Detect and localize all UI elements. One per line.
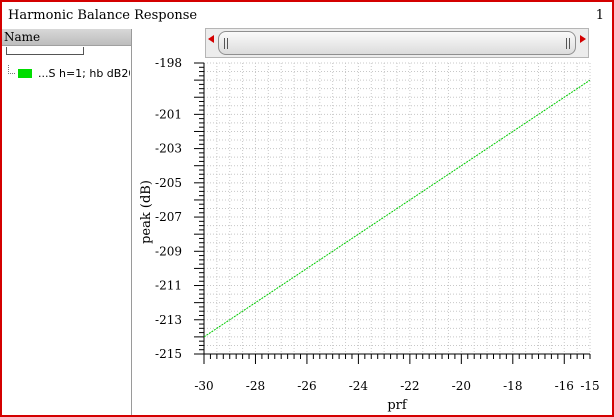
x-tick-label: -20	[452, 379, 471, 393]
x-tick-label: -15	[580, 379, 599, 393]
tree-connector-icon	[8, 65, 15, 74]
grip-right-icon	[569, 38, 570, 49]
scroll-right-arrow-icon[interactable]	[580, 35, 586, 43]
series-line	[203, 79, 591, 338]
y-tick-label: -215	[155, 347, 182, 361]
axes	[194, 62, 591, 364]
grid	[203, 62, 591, 355]
tick-labels: -30 -28 -26 -24 -22 -20 -18 -16 -15 -198 -201 -203 -…	[155, 56, 600, 393]
x-tick-label: -22	[400, 379, 419, 393]
horizontal-scrollbar[interactable]	[205, 28, 589, 58]
y-tick-label: -213	[155, 313, 182, 327]
y-tick-label: -211	[155, 279, 182, 293]
x-tick-label: -26	[297, 379, 316, 393]
x-axis-title: prf	[387, 398, 408, 413]
x-tick-label: -24	[349, 379, 369, 393]
y-tick-label: -203	[155, 142, 182, 156]
x-tick-label: -16	[555, 379, 574, 393]
x-tick-label: -28	[246, 379, 265, 393]
grip-right-icon	[566, 38, 567, 49]
scrollbar-thumb[interactable]	[218, 31, 576, 55]
grip-left-icon	[227, 38, 228, 49]
legend-panel: Name ...S h=1; hb dB20(	[2, 29, 132, 415]
y-tick-label: -198	[155, 56, 182, 70]
x-tick-label: -30	[194, 379, 213, 393]
page-number: 1	[595, 8, 604, 23]
scroll-left-arrow-icon[interactable]	[208, 35, 214, 43]
legend-item-label[interactable]: ...S h=1; hb dB20(	[38, 67, 130, 80]
y-axis-title: peak (dB)	[139, 180, 154, 244]
series-layer	[203, 79, 591, 338]
legend-column-resizer[interactable]	[6, 47, 84, 55]
y-tick-label: -201	[155, 107, 182, 121]
y-tick-label: -209	[155, 244, 182, 258]
window-title: Harmonic Balance Response	[8, 8, 198, 23]
x-tick-label: -18	[503, 379, 522, 393]
legend-swatch[interactable]	[18, 69, 32, 78]
grip-left-icon	[224, 38, 225, 49]
y-tick-label: -205	[155, 176, 182, 190]
y-tick-label: -207	[155, 210, 182, 224]
legend-column-header[interactable]: Name	[2, 29, 131, 46]
